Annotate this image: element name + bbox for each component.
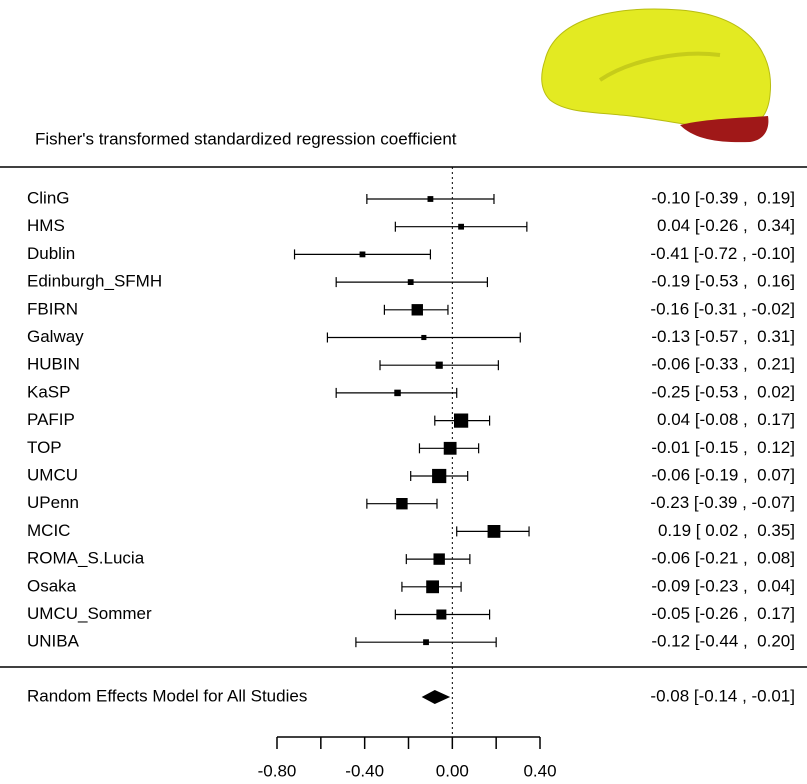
study-label: MCIC — [27, 521, 70, 540]
estimate-label: -0.19 [-0.53 , 0.16] — [651, 272, 795, 291]
summary-label: Random Effects Model for All Studies — [27, 686, 307, 705]
study-label: Dublin — [27, 244, 75, 263]
study-label: UPenn — [27, 493, 79, 512]
estimate-square — [433, 553, 445, 565]
study-label: ClinG — [27, 188, 70, 207]
estimate-label: 0.04 [-0.26 , 0.34] — [657, 216, 795, 235]
x-tick-label: -0.80 — [258, 761, 297, 780]
summary-diamond — [421, 690, 451, 704]
estimate-label: -0.12 [-0.44 , 0.20] — [651, 632, 795, 651]
estimate-square — [411, 304, 423, 316]
estimate-square — [435, 361, 443, 369]
study-label: FBIRN — [27, 299, 78, 318]
study-label: Edinburgh_SFMH — [27, 272, 162, 291]
estimate-square — [487, 525, 501, 538]
study-label: UNIBA — [27, 632, 80, 651]
study-label: KaSP — [27, 382, 70, 401]
estimate-square — [359, 251, 366, 258]
estimate-label: -0.01 [-0.15 , 0.12] — [651, 438, 795, 457]
study-label: UMCU — [27, 465, 78, 484]
estimate-square — [421, 334, 427, 341]
estimate-square — [454, 413, 469, 428]
estimate-label: -0.16 [-0.31 , -0.02] — [650, 299, 795, 318]
estimate-label: -0.09 [-0.23 , 0.04] — [651, 576, 795, 595]
estimate-label: -0.23 [-0.39 , -0.07] — [650, 493, 795, 512]
study-label: PAFIP — [27, 410, 75, 429]
estimate-square — [396, 498, 408, 510]
estimate-square — [394, 389, 401, 397]
estimate-label: -0.06 [-0.33 , 0.21] — [651, 355, 795, 374]
estimate-square — [436, 609, 447, 620]
estimate-square — [427, 196, 434, 202]
x-tick-label: 0.40 — [523, 761, 556, 780]
study-label: HMS — [27, 216, 65, 235]
estimate-label: -0.41 [-0.72 , -0.10] — [650, 244, 795, 263]
estimate-label: -0.13 [-0.57 , 0.31] — [651, 327, 795, 346]
estimate-label: -0.06 [-0.19 , 0.07] — [651, 465, 795, 484]
study-label: Galway — [27, 327, 84, 346]
estimate-label: -0.25 [-0.53 , 0.02] — [651, 382, 795, 401]
estimate-square — [426, 580, 440, 594]
x-tick-label: 0.00 — [436, 761, 469, 780]
estimate-label: -0.10 [-0.39 , 0.19] — [651, 188, 795, 207]
brain-icon — [541, 8, 772, 143]
estimate-square — [443, 441, 457, 455]
x-tick-label: -0.40 — [345, 761, 384, 780]
chart-title: Fisher's transformed standardized regres… — [35, 129, 457, 148]
estimate-label: -0.05 [-0.26 , 0.17] — [651, 604, 795, 623]
summary-estimate-label: -0.08 [-0.14 , -0.01] — [650, 686, 795, 705]
study-label: Osaka — [27, 576, 77, 595]
estimate-square — [432, 468, 447, 484]
study-label: UMCU_Sommer — [27, 604, 152, 623]
estimate-square — [407, 279, 414, 285]
estimate-label: 0.04 [-0.08 , 0.17] — [657, 410, 795, 429]
estimate-label: -0.06 [-0.21 , 0.08] — [651, 549, 795, 568]
study-label: HUBIN — [27, 355, 80, 374]
estimate-square — [458, 223, 464, 230]
study-label: TOP — [27, 438, 62, 457]
estimate-square — [423, 639, 429, 646]
estimate-label: 0.19 [ 0.02 , 0.35] — [658, 521, 795, 540]
study-label: ROMA_S.Lucia — [27, 549, 145, 568]
